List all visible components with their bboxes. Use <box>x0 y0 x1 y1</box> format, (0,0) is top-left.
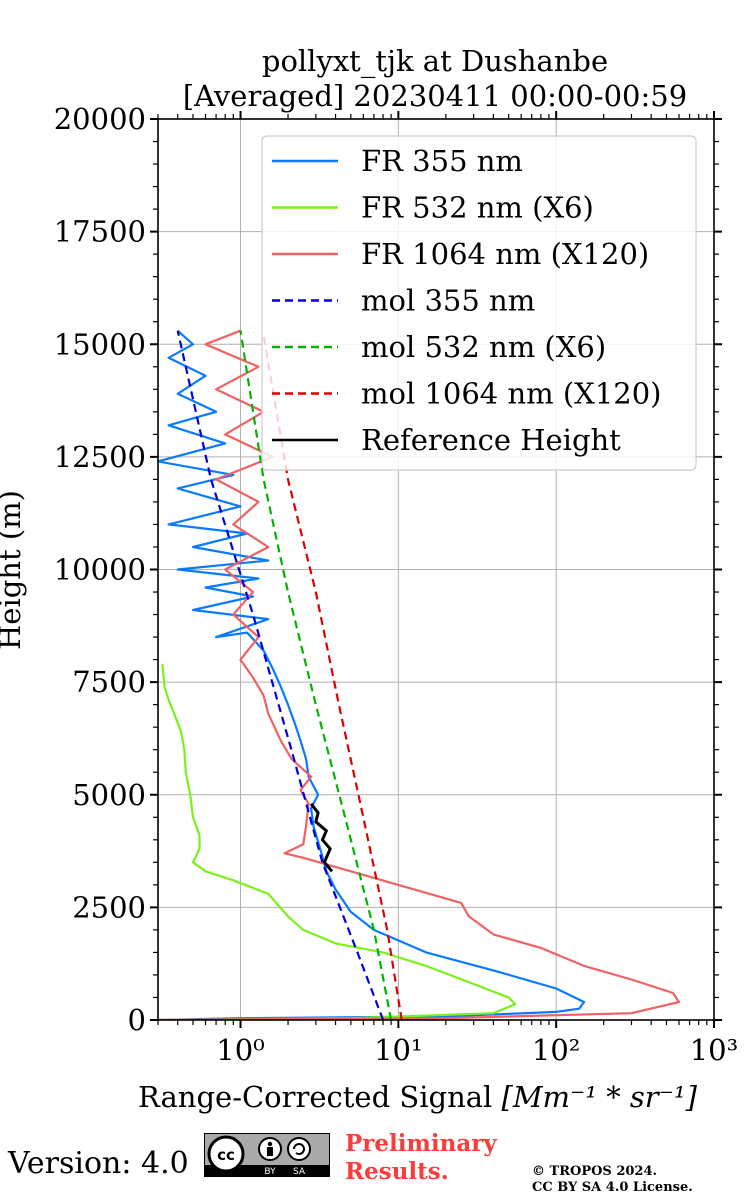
series-line-reference-height <box>309 802 334 873</box>
y-tick-label: 17500 <box>54 215 146 249</box>
y-tick-label: 7500 <box>72 665 146 699</box>
series-line-mol-1064-nm-x120 <box>262 335 403 1020</box>
x-axis-label-text: Range-Corrected Signal <box>138 1080 492 1114</box>
legend-label: FR 532 nm (X6) <box>361 191 594 225</box>
y-tick-label: 10000 <box>54 553 146 587</box>
legend-label: Reference Height <box>361 423 621 457</box>
sa-icon <box>287 1137 311 1161</box>
copyright-notice: © TROPOS 2024. CC BY SA 4.0 License. <box>532 1164 693 1196</box>
cc-icon-text: cc <box>217 1146 235 1164</box>
x-tick-label: 10³ <box>690 1033 739 1067</box>
y-tick-label: 5000 <box>72 778 146 812</box>
x-tick-label: 10¹ <box>374 1033 423 1067</box>
cc-icon <box>207 1135 245 1173</box>
by-text: BY <box>264 1167 276 1177</box>
sa-text: SA <box>293 1167 306 1177</box>
x-tick-label: 10² <box>532 1033 581 1067</box>
legend-label: mol 532 nm (X6) <box>361 330 606 364</box>
chart-title: pollyxt_tjk at Dushanbe <box>262 44 608 79</box>
chart-subtitle: [Averaged] 20230411 00:00-00:59 <box>183 79 687 113</box>
y-tick-label: 12500 <box>54 440 146 474</box>
legend-label: FR 355 nm <box>361 144 523 178</box>
legend: FR 355 nm FR 532 nm (X6) FR 1064 nm (X120)… <box>261 135 697 471</box>
legend-label: mol 355 nm <box>361 284 535 318</box>
copyright-line-2: CC BY SA 4.0 License. <box>532 1180 693 1195</box>
x-axis-label-unit: [Mm⁻¹ * sr⁻¹] <box>502 1080 698 1114</box>
legend-label: FR 1064 nm (X120) <box>361 237 649 271</box>
copyright-line-1: © TROPOS 2024. <box>532 1164 658 1179</box>
series-line-fr-355-nm <box>158 329 586 1020</box>
y-tick-label: 15000 <box>54 327 146 361</box>
series-line-fr-1064-nm-x120 <box>158 329 681 1020</box>
axis-ticks: 0 2500 5000 7500 10000 12500 15000 17500 20000 10… <box>54 102 739 1067</box>
x-axis-label: Range-Corrected Signal [Mm⁻¹ * sr⁻¹] <box>138 1080 698 1114</box>
series-line-mol-532-nm-x6 <box>239 330 393 1020</box>
y-tick-label: 20000 <box>54 102 146 136</box>
version-label: Version: 4.0 <box>8 1146 189 1181</box>
series-line-fr-532-nm-x6 <box>158 663 517 1020</box>
preliminary-line-1: Preliminary <box>345 1130 497 1157</box>
legend-box <box>261 135 697 471</box>
preliminary-line-2: Results. <box>345 1158 449 1185</box>
x-tick-label: 10⁰ <box>216 1033 265 1067</box>
legend-label: mol 1064 nm (X120) <box>361 377 662 411</box>
y-tick-label: 2500 <box>72 890 146 924</box>
cc-by-sa-badge: cc BY SA <box>204 1133 330 1177</box>
y-tick-label: 0 <box>128 1003 146 1037</box>
series-lines <box>158 329 681 1020</box>
y-axis-label: Height (m) <box>0 490 27 650</box>
preliminary-notice: Preliminary Results. <box>345 1130 497 1186</box>
series-line-mol-355-nm <box>176 330 385 1020</box>
